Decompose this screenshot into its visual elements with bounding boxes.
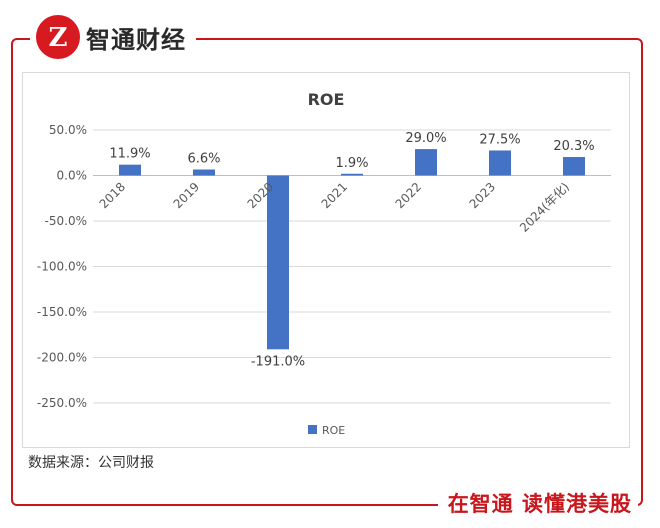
brand-logo-icon: Z: [36, 15, 80, 59]
logo-letter: Z: [49, 23, 68, 53]
data-label: 27.5%: [479, 132, 520, 147]
bar: [119, 164, 141, 176]
data-label: 6.6%: [187, 151, 220, 166]
y-tick-label: -50.0%: [45, 214, 87, 228]
data-label: -191.0%: [251, 354, 305, 369]
y-tick-label: -100.0%: [37, 260, 87, 274]
slogan-text: 在智通 读懂港美股: [447, 492, 632, 516]
x-tick-label: 2022: [393, 180, 424, 211]
bar: [193, 169, 215, 176]
x-tick-label: 2021: [319, 180, 350, 211]
outer-frame: [11, 38, 643, 506]
data-source-note: 数据来源：公司财报: [28, 455, 154, 471]
data-label: 29.0%: [405, 131, 446, 146]
data-label: 11.9%: [109, 147, 150, 162]
roe-bar-chart: ROE 50.0% 0.0% -50.0% -100.0% -150.0% -200.0%…: [37, 90, 611, 437]
data-label: 20.3%: [553, 139, 594, 154]
brand-name: 智通财经: [86, 25, 186, 54]
y-tick-label: -200.0%: [37, 351, 87, 365]
brand-header: Z 智通财经: [30, 12, 196, 62]
x-axis-tick-labels: 2018 2019 2020 2021 2022 2023 2024(年化): [97, 180, 572, 235]
x-tick-label: 2024(年化): [517, 180, 572, 235]
legend: ROE: [308, 424, 345, 437]
bar: [341, 173, 363, 176]
bars: [119, 149, 585, 350]
bar: [489, 150, 511, 176]
chart-title: ROE: [308, 90, 345, 109]
y-tick-label: 50.0%: [49, 123, 87, 137]
chart-panel: ROE 50.0% 0.0% -50.0% -100.0% -150.0% -200.0%…: [22, 72, 630, 448]
data-labels: 11.9% 6.6% -191.0% 1.9% 29.0% 27.5% 20.3%: [109, 131, 594, 369]
brand-logo-glyph: Z: [49, 23, 68, 53]
y-tick-label: 0.0%: [57, 169, 88, 183]
slogan-banner: 在智通 读懂港美股: [437, 488, 638, 518]
bar: [415, 149, 437, 176]
legend-swatch: [308, 425, 317, 434]
x-tick-label: 2023: [467, 180, 498, 211]
bar: [267, 175, 289, 350]
y-axis-tick-labels: 50.0% 0.0% -50.0% -100.0% -150.0% -200.0% -250…: [37, 123, 87, 410]
x-tick-label: 2018: [97, 180, 128, 211]
data-label: 1.9%: [335, 156, 368, 171]
legend-label: ROE: [322, 424, 345, 437]
x-tick-label: 2019: [171, 180, 202, 211]
y-tick-label: -150.0%: [37, 305, 87, 319]
gridlines: [93, 129, 611, 404]
bar: [563, 157, 585, 176]
y-tick-label: -250.0%: [37, 396, 87, 410]
